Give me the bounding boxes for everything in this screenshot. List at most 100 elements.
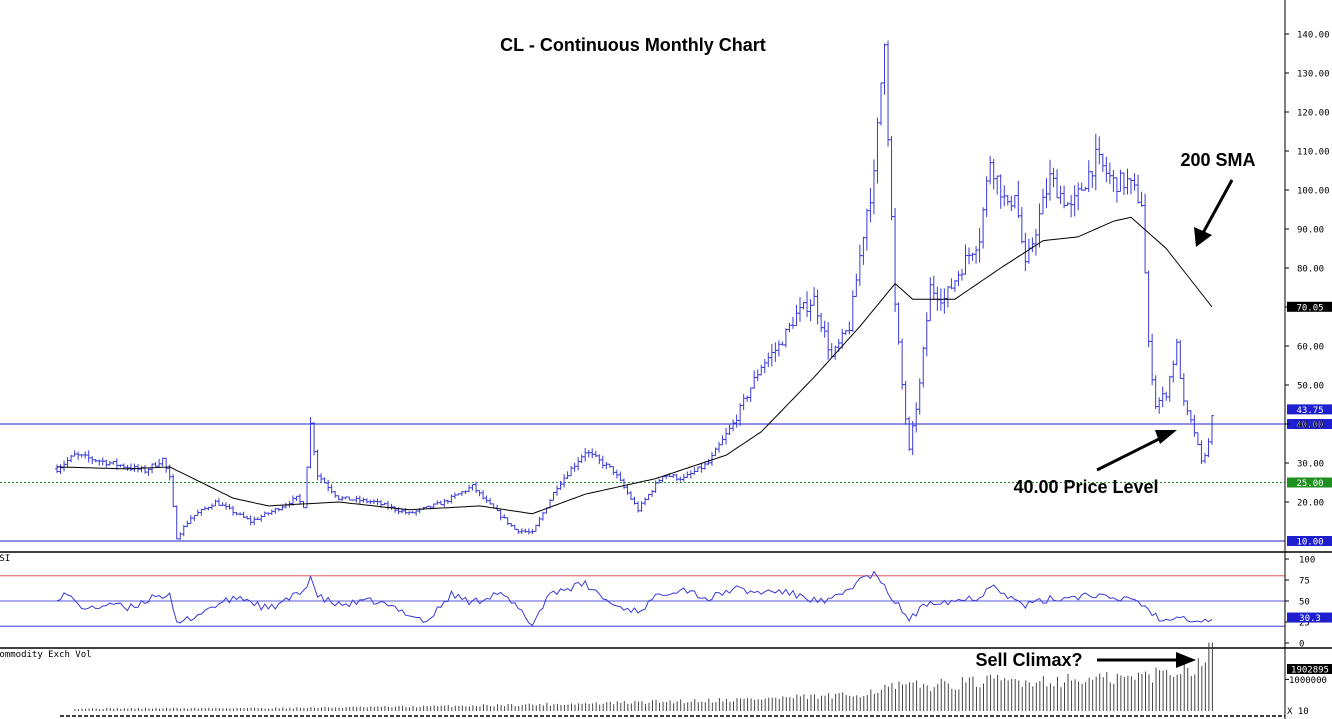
price-bar [516,528,521,534]
chart-grid [0,423,1332,649]
price-bar [389,503,394,510]
price-level-tag-label: 25.00 [1296,479,1323,489]
price-bar [850,290,855,332]
rsi-value-tag [1287,612,1332,623]
price-bar [805,291,810,318]
price-bar [297,493,302,505]
price-bar [1030,237,1035,253]
price-bar [1055,169,1060,199]
price-bar [734,414,739,428]
price-bar [100,457,105,466]
price-bar [72,450,77,457]
price-bar [636,501,641,513]
rsi-tick-label: 0 [1299,640,1304,650]
price-bar [132,463,137,473]
price-bar [375,498,380,505]
price-bar [354,495,359,503]
price-bar [1188,410,1193,423]
arrow-to-40-level [1096,435,1164,472]
price-bar [118,464,123,468]
price-bar [974,246,979,264]
sma-value-label: 70.05 [1296,303,1323,313]
volume-value-label: 1902895 [1291,666,1329,676]
price-bar [1037,203,1042,248]
price-bar [685,471,690,478]
price-bar [1185,400,1190,416]
price-bar [572,462,577,472]
price-bar [364,498,369,504]
price-bar [252,516,257,526]
price-bar [783,328,788,348]
price-bar [301,501,306,509]
price-bar [1118,169,1123,192]
price-bar [238,512,243,516]
last-price-label: 43.75 [1296,406,1323,416]
price-bar [924,312,929,357]
price-bar [741,394,746,411]
price-bar [907,416,912,452]
price-axis: 40.0025.0010.0020.0030.0040.0050.0060.00… [60,0,1332,719]
price-bar [326,479,331,492]
price-bar [1146,270,1151,348]
price-bar [530,529,535,534]
price-bar [576,457,581,471]
price-bar [755,369,760,382]
price-bar [674,474,679,482]
price-bar [586,450,591,458]
price-bar [998,174,1003,209]
price-bar [1125,168,1130,195]
price-level-tag [1287,536,1332,546]
price-bar [949,278,954,290]
rsi-tick-label: 25 [1299,619,1310,629]
price-bar [1048,159,1053,201]
price-bar [583,448,588,462]
rsi-tick-label: 75 [1299,577,1310,587]
price-bar [269,509,274,516]
price-bar [157,458,162,468]
price-bar [438,500,443,506]
price-bar [143,465,148,474]
price-bar [128,463,133,472]
price-bar [185,520,190,528]
price-bar [1065,202,1070,206]
price-bar [1157,397,1162,414]
price-bar [192,514,197,522]
price-bar [555,485,560,496]
price-bar [717,441,722,453]
price-bar [361,497,366,503]
price-bar [139,465,144,473]
price-bar [90,456,95,465]
price-bar [533,524,538,532]
price-bar [981,207,986,249]
price-bars [55,40,1214,540]
price-bar [604,461,609,470]
price-bar [227,503,232,510]
price-tick-label: 110.00 [1297,148,1330,158]
price-bar [1097,136,1102,165]
price-bar [1178,340,1183,379]
price-bar [611,466,616,476]
price-bar [459,490,464,496]
price-bar [484,495,489,504]
price-bar [58,464,63,475]
price-bar [875,117,880,184]
price-tick-label: 30.00 [1297,460,1324,470]
price-bar [431,503,436,508]
price-bar [294,495,299,502]
price-bar [1132,173,1137,191]
price-bar [371,499,376,505]
price-bar [1174,338,1179,366]
price-bar [854,273,859,298]
price-bar [199,508,204,516]
price-bar [650,490,655,497]
price-bar [727,424,732,436]
price-bar [213,499,218,507]
price-bar [579,454,584,464]
price-bar [393,506,398,513]
price-bar [164,457,169,473]
price-bar [1195,432,1200,446]
price-bar [1069,195,1074,218]
price-bar [1171,360,1176,383]
price-bar [942,288,947,314]
price-bar [1206,438,1211,458]
